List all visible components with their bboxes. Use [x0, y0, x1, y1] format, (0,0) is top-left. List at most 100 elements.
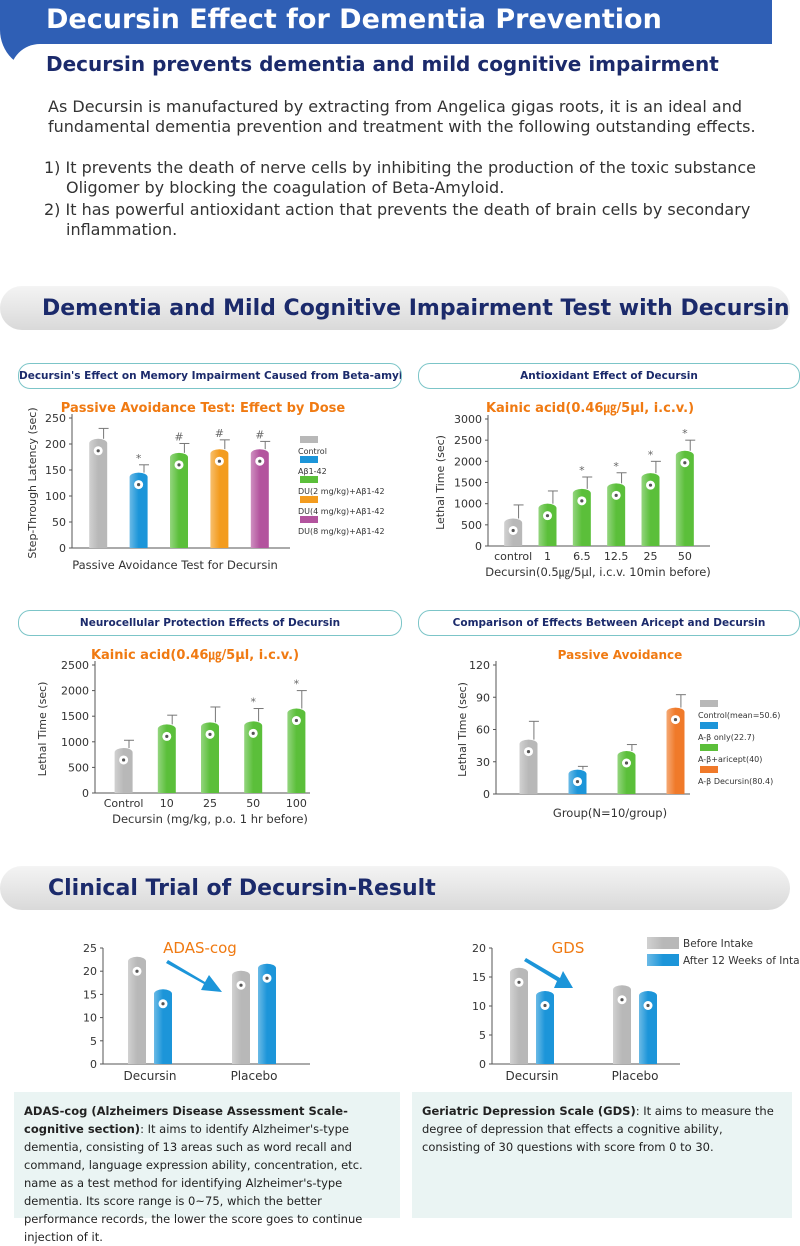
y-tick-label: 500 [68, 761, 89, 774]
y-tick-label: 3000 [454, 413, 482, 426]
y-tick-label: 1500 [454, 477, 482, 490]
legend-label: DU(8 mg/kg)+Aβ1-42 [298, 527, 385, 536]
bar-marker-center [239, 983, 243, 987]
y-tick-label: 0 [483, 788, 490, 801]
chart-antioxidant: 0 500 1000 1500 2000 2500 3000 Kainic acid(0.46… [434, 401, 711, 579]
legend-swatch [700, 700, 718, 707]
x-tick-label: Decursin [506, 1069, 559, 1083]
significance-mark: * [294, 678, 300, 691]
y-tick-label: 5 [90, 1035, 97, 1048]
legend-swatch [647, 937, 679, 949]
bar [201, 722, 219, 793]
significance-mark: * [648, 448, 654, 461]
x-tick-label: Decursin [124, 1069, 177, 1083]
y-tick-label: 2000 [454, 455, 482, 468]
y-tick-label: 90 [476, 691, 490, 704]
legend-label: A-β only(22.7) [698, 733, 755, 742]
bar-marker-center [646, 1003, 650, 1008]
bar-marker-center [177, 463, 181, 467]
bar [538, 503, 557, 546]
legend-swatch [700, 744, 718, 751]
bar [510, 967, 528, 1064]
gds-definition: : It aims to measure the degree of depre… [422, 1104, 774, 1154]
chart-title: Kainic acid(0.46㎍/5μl, i.c.v.) [91, 648, 299, 664]
y-tick-label: 10 [83, 1012, 97, 1025]
legend-label: Aβ1-42 [298, 467, 327, 476]
bar [154, 989, 172, 1064]
gds-term: Geriatric Depression Scale (GDS) [422, 1104, 636, 1118]
significance-mark: * [250, 696, 256, 709]
x-tick-label: 1 [544, 550, 551, 563]
section-title-clinical: Clinical Trial of Decursin-Result [48, 876, 436, 901]
adas-cog-description: ADAS-cog (Alzheimers Disease Assessment … [14, 1092, 400, 1244]
bar-marker-center [620, 998, 624, 1002]
bar [287, 708, 306, 793]
bar-marker-center [96, 449, 100, 453]
x-tick-label: 100 [286, 797, 307, 810]
bar-marker-center [575, 779, 580, 784]
chart-title: GDS [552, 939, 585, 957]
bar [572, 488, 591, 546]
y-tick-label: 25 [83, 942, 97, 955]
legend-swatch [700, 766, 718, 773]
y-tick-label: 0 [59, 542, 66, 555]
intro-line-2: fundamental dementia prevention and trea… [48, 117, 756, 136]
y-tick-label: 15 [472, 971, 486, 984]
x-axis-label: Decursin (mg/kg, p.o. 1 hr before) [112, 812, 308, 826]
significance-mark: # [174, 430, 183, 443]
point-2-line-2: inflammation. [66, 220, 178, 239]
chart-title: ADAS-cog [163, 939, 237, 957]
bar [128, 956, 146, 1064]
x-tick-label: Placebo [612, 1069, 659, 1083]
chart-title: Passive Avoidance [558, 648, 683, 662]
legend-swatch [300, 436, 318, 443]
legend-label: A-β Decursin(80.4) [698, 777, 773, 786]
bar [666, 707, 685, 794]
x-tick-label: 50 [678, 550, 692, 563]
legend-label: Before Intake [683, 938, 753, 950]
bar-marker-center [624, 761, 629, 765]
bar-marker-center [161, 1002, 165, 1006]
x-tick-label: 25 [203, 797, 217, 810]
bar [250, 449, 269, 548]
chart-4-title-pill: Comparison of Effects Between Aricept an… [418, 610, 800, 636]
bar [244, 721, 263, 793]
header-bar [10, 0, 772, 44]
bar [157, 724, 176, 793]
chart-gds: 0 5 10 15 20 GDS Decursin Placebo Before Intake A… [472, 937, 800, 1083]
bar [232, 970, 250, 1064]
bar [641, 473, 660, 546]
x-axis-label: Decursin(0.5㎍/5μl, i.c.v. 10min before) [485, 565, 711, 579]
point-1-line-2: Oligomer by blocking the coagulation of … [66, 178, 505, 197]
legend-label: DU(2 mg/kg)+Aβ1-42 [298, 487, 385, 496]
y-tick-label: 2500 [61, 659, 89, 672]
bar [607, 483, 626, 546]
x-tick-label: 12.5 [604, 550, 629, 563]
y-tick-label: 1000 [454, 498, 482, 511]
legend-label: DU(4 mg/kg)+Aβ1-42 [298, 507, 385, 516]
y-tick-label: 50 [52, 516, 66, 529]
bar-marker-center [265, 976, 269, 980]
bar [617, 751, 636, 794]
x-tick-label: control [494, 550, 532, 563]
x-tick-label: Placebo [231, 1069, 278, 1083]
significance-mark: * [136, 452, 142, 465]
bar [170, 452, 188, 548]
y-axis-label: Step-Through Latency (sec) [26, 407, 39, 558]
bar-marker-center [208, 732, 212, 736]
bar-marker-center [294, 718, 298, 723]
legend-swatch [647, 954, 679, 966]
x-tick-label: 25 [644, 550, 658, 563]
bar [210, 449, 229, 548]
y-axis-label: Lethal Time (sec) [434, 435, 447, 530]
page-subtitle: Decursin prevents dementia and mild cogn… [46, 52, 719, 76]
y-tick-label: 30 [476, 756, 490, 769]
bar-marker-center [526, 750, 531, 754]
legend-swatch [300, 456, 318, 463]
point-2-line-1: 2) It has powerful antioxidant action th… [44, 200, 751, 219]
y-tick-label: 1500 [61, 710, 89, 723]
bar-marker-center [683, 461, 687, 465]
bar [536, 991, 554, 1064]
